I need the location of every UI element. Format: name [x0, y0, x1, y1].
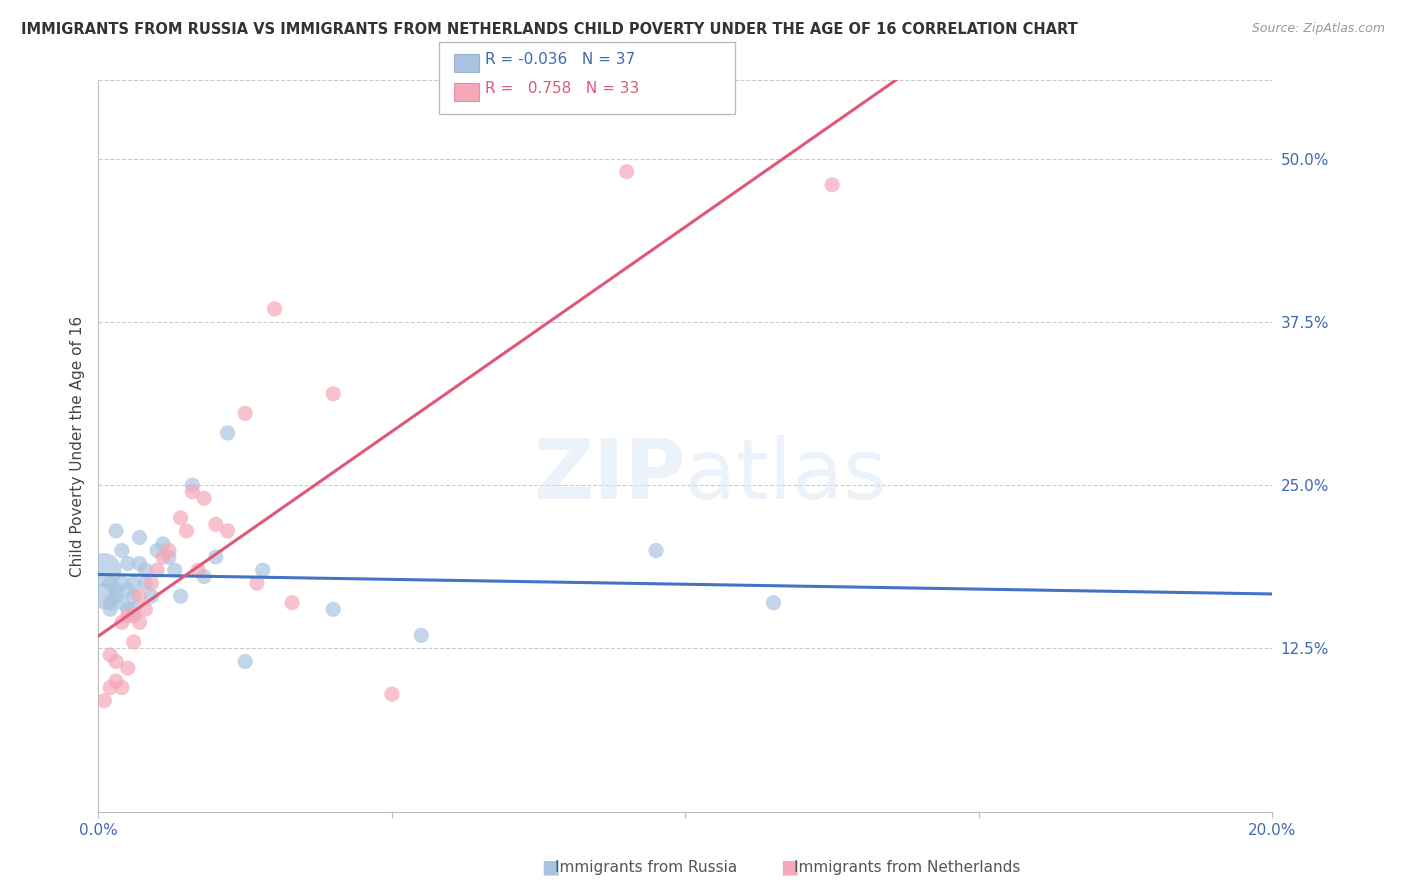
Point: [117, 557, 139, 571]
Text: ■: ■: [541, 857, 560, 877]
Point: [217, 524, 239, 538]
Point: [128, 557, 150, 571]
Point: [128, 615, 150, 630]
Point: [98, 596, 121, 610]
Point: [105, 589, 128, 603]
Point: [111, 576, 134, 591]
Point: [141, 589, 163, 603]
Point: [122, 589, 145, 603]
Point: [157, 549, 180, 564]
Text: atlas: atlas: [686, 434, 887, 516]
Point: [252, 563, 274, 577]
Text: Immigrants from Netherlands: Immigrants from Netherlands: [794, 860, 1021, 874]
Point: [181, 484, 204, 499]
Point: [141, 576, 163, 591]
Point: [93, 563, 115, 577]
Point: [117, 661, 139, 675]
Point: [111, 681, 134, 695]
Point: [193, 491, 215, 506]
Point: [233, 655, 256, 669]
Point: [281, 596, 304, 610]
Point: [821, 178, 844, 192]
Point: [122, 635, 145, 649]
Point: [105, 674, 128, 689]
Point: [117, 608, 139, 623]
Point: [98, 681, 121, 695]
Y-axis label: Child Poverty Under the Age of 16: Child Poverty Under the Age of 16: [70, 316, 86, 576]
Point: [322, 386, 344, 401]
Point: [217, 425, 239, 440]
Point: [187, 563, 209, 577]
Point: [263, 301, 285, 316]
Point: [616, 165, 638, 179]
Point: [152, 537, 174, 551]
Point: [105, 582, 128, 597]
Point: [111, 615, 134, 630]
Point: [134, 576, 156, 591]
Point: [157, 543, 180, 558]
Point: [205, 549, 228, 564]
Point: [205, 517, 228, 532]
Text: R = -0.036   N = 37: R = -0.036 N = 37: [485, 52, 636, 67]
Text: R =   0.758   N = 33: R = 0.758 N = 33: [485, 81, 640, 96]
Point: [322, 602, 344, 616]
Point: [111, 596, 134, 610]
Text: ■: ■: [780, 857, 799, 877]
Point: [98, 648, 121, 662]
Point: [122, 602, 145, 616]
Point: [128, 530, 150, 544]
Point: [93, 694, 115, 708]
Point: [93, 589, 115, 603]
Point: [169, 511, 191, 525]
Point: [193, 569, 215, 583]
Point: [146, 563, 169, 577]
Text: Source: ZipAtlas.com: Source: ZipAtlas.com: [1251, 22, 1385, 36]
Point: [98, 576, 121, 591]
Point: [122, 608, 145, 623]
Point: [128, 589, 150, 603]
Point: [134, 602, 156, 616]
Point: [233, 406, 256, 420]
Point: [762, 596, 785, 610]
Point: [117, 602, 139, 616]
Point: [117, 582, 139, 597]
Point: [411, 628, 433, 642]
Point: [246, 576, 269, 591]
Point: [381, 687, 404, 701]
Point: [111, 543, 134, 558]
Point: [105, 655, 128, 669]
Text: Immigrants from Russia: Immigrants from Russia: [555, 860, 738, 874]
Point: [163, 563, 186, 577]
Point: [105, 524, 128, 538]
Text: ZIP: ZIP: [533, 434, 686, 516]
Text: IMMIGRANTS FROM RUSSIA VS IMMIGRANTS FROM NETHERLANDS CHILD POVERTY UNDER THE AG: IMMIGRANTS FROM RUSSIA VS IMMIGRANTS FRO…: [21, 22, 1078, 37]
Point: [176, 524, 198, 538]
Point: [122, 576, 145, 591]
Point: [134, 563, 156, 577]
Point: [181, 478, 204, 492]
Point: [152, 549, 174, 564]
Point: [645, 543, 668, 558]
Point: [146, 543, 169, 558]
Point: [169, 589, 191, 603]
Point: [98, 602, 121, 616]
